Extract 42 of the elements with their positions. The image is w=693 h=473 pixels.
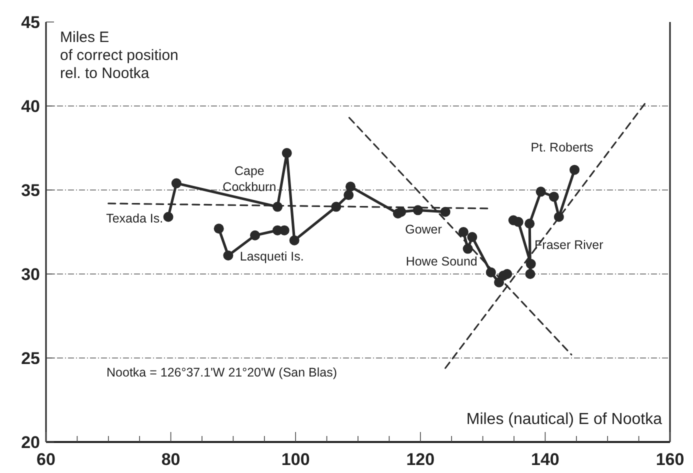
point [525, 269, 536, 279]
y-tick-label: 45 [21, 13, 40, 32]
y-tick-label: 40 [21, 97, 40, 116]
point [346, 182, 356, 192]
x-tick-label: 120 [406, 450, 435, 469]
annotation: Texada Is. [106, 212, 164, 226]
x-tick-label: 100 [281, 450, 310, 469]
point [467, 232, 478, 242]
point [502, 269, 512, 279]
y-tick-label: 25 [21, 349, 40, 368]
annotation: Gower [405, 222, 442, 237]
point [344, 190, 354, 200]
point [526, 258, 536, 269]
annotation: Pt. Roberts [530, 140, 594, 154]
x-tick-label: 140 [531, 450, 560, 469]
point [524, 218, 535, 229]
point [548, 192, 559, 202]
x-tick-label: 80 [161, 450, 180, 469]
annotation: Fraser River [534, 238, 604, 252]
point [458, 227, 468, 237]
point [163, 212, 174, 222]
point [536, 186, 546, 197]
y-axis-title: Miles E of correct position rel. to Nootka [60, 29, 178, 82]
point [214, 224, 224, 234]
point [396, 206, 406, 217]
x-tick-label: 160 [656, 450, 684, 469]
annotation: Howe Sound [406, 254, 478, 269]
y-tick-label: 20 [21, 433, 40, 452]
point [279, 225, 290, 236]
y-tick-label: 30 [21, 265, 40, 284]
point [171, 178, 182, 188]
x-tick-label: 60 [36, 450, 56, 469]
point [513, 216, 524, 227]
point [570, 164, 580, 175]
y-tick-label: 35 [21, 181, 40, 200]
point [250, 230, 260, 240]
point [289, 235, 300, 246]
annotation: Lasqueti Is. [240, 250, 304, 264]
x-axis-title: Miles (nautical) E of Nootka [466, 411, 662, 428]
point [223, 250, 234, 261]
annotation: Nootka = 126°37.1'W 21°20'W (San Blas) [106, 365, 338, 380]
point [282, 148, 292, 158]
